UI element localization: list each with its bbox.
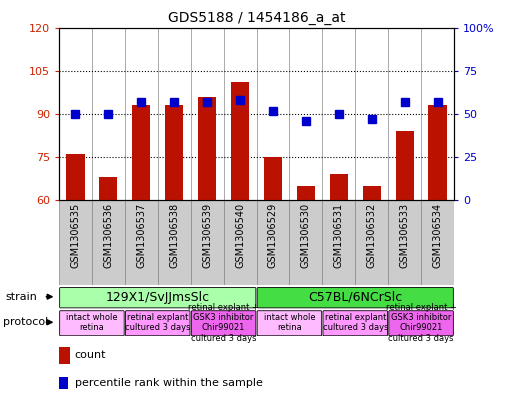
FancyBboxPatch shape xyxy=(126,311,190,336)
FancyBboxPatch shape xyxy=(60,288,256,308)
Text: intact whole
retina: intact whole retina xyxy=(264,313,315,332)
Bar xyxy=(421,200,454,285)
Bar xyxy=(322,200,355,285)
Title: GDS5188 / 1454186_a_at: GDS5188 / 1454186_a_at xyxy=(168,11,345,25)
FancyBboxPatch shape xyxy=(257,288,453,308)
Bar xyxy=(191,200,224,285)
Text: retinal explant
cultured 3 days: retinal explant cultured 3 days xyxy=(323,313,388,332)
FancyBboxPatch shape xyxy=(257,311,322,336)
Bar xyxy=(355,200,388,285)
Bar xyxy=(428,105,447,200)
Text: GSM1306538: GSM1306538 xyxy=(169,203,179,268)
Bar xyxy=(198,97,216,200)
Text: count: count xyxy=(75,350,106,360)
Bar xyxy=(59,347,70,364)
Text: strain: strain xyxy=(5,292,37,302)
Bar xyxy=(165,105,183,200)
Bar xyxy=(231,82,249,200)
Bar xyxy=(132,105,150,200)
Text: GSM1306530: GSM1306530 xyxy=(301,203,311,268)
Text: 129X1/SvJJmsSlc: 129X1/SvJJmsSlc xyxy=(106,291,210,304)
Bar xyxy=(125,200,158,285)
Bar xyxy=(158,200,191,285)
Bar xyxy=(264,157,282,200)
Text: GSM1306533: GSM1306533 xyxy=(400,203,409,268)
Text: GSM1306534: GSM1306534 xyxy=(432,203,443,268)
Text: protocol: protocol xyxy=(3,317,48,327)
FancyBboxPatch shape xyxy=(191,311,256,336)
Bar xyxy=(100,177,117,200)
Bar xyxy=(66,154,85,200)
Text: GSM1306539: GSM1306539 xyxy=(202,203,212,268)
Bar xyxy=(256,200,289,285)
Bar xyxy=(59,377,68,389)
Text: retinal explant +
GSK3 inhibitor
Chir99021
cultured 3 days: retinal explant + GSK3 inhibitor Chir990… xyxy=(386,303,457,343)
Bar xyxy=(92,200,125,285)
FancyBboxPatch shape xyxy=(389,311,453,336)
FancyBboxPatch shape xyxy=(323,311,387,336)
Bar xyxy=(363,186,381,200)
Text: GSM1306535: GSM1306535 xyxy=(70,203,81,268)
Text: C57BL/6NCrSlc: C57BL/6NCrSlc xyxy=(308,291,402,304)
Bar xyxy=(396,131,413,200)
Bar xyxy=(330,174,348,200)
Text: GSM1306536: GSM1306536 xyxy=(104,203,113,268)
Bar xyxy=(289,200,322,285)
Text: retinal explant +
GSK3 inhibitor
Chir99021
cultured 3 days: retinal explant + GSK3 inhibitor Chir990… xyxy=(188,303,259,343)
Text: percentile rank within the sample: percentile rank within the sample xyxy=(75,378,263,388)
Text: GSM1306540: GSM1306540 xyxy=(235,203,245,268)
Bar xyxy=(59,200,92,285)
Text: GSM1306529: GSM1306529 xyxy=(268,203,278,268)
Bar xyxy=(388,200,421,285)
Text: retinal explant
cultured 3 days: retinal explant cultured 3 days xyxy=(125,313,190,332)
Text: GSM1306532: GSM1306532 xyxy=(367,203,377,268)
Bar xyxy=(224,200,256,285)
Text: GSM1306531: GSM1306531 xyxy=(334,203,344,268)
Bar xyxy=(297,186,315,200)
Text: intact whole
retina: intact whole retina xyxy=(66,313,117,332)
FancyBboxPatch shape xyxy=(60,311,124,336)
Text: GSM1306537: GSM1306537 xyxy=(136,203,146,268)
